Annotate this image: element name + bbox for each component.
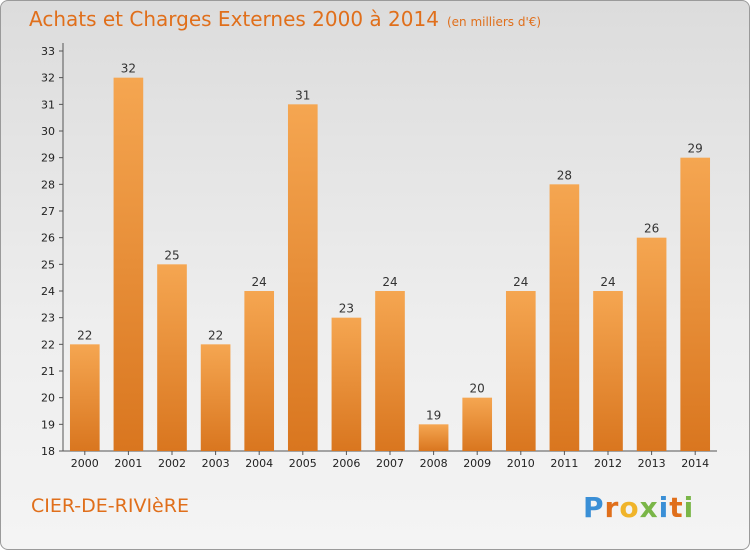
commune-name: CIER-DE-RIVIèRE [31, 495, 189, 517]
y-tick-label: 28 [41, 178, 55, 191]
chart-title: Achats et Charges Externes 2000 à 2014 (e… [29, 7, 541, 31]
x-tick-label: 2006 [332, 457, 360, 470]
brand-letter: i [683, 491, 695, 524]
chart-subtitle: (en milliers d'€) [446, 15, 542, 29]
brand-letter: o [619, 491, 640, 524]
x-tick-label: 2014 [681, 457, 709, 470]
bar-value-label: 22 [77, 328, 92, 342]
bar [593, 291, 623, 451]
x-tick-label: 2004 [245, 457, 273, 470]
bar [636, 237, 667, 451]
bar [157, 264, 187, 451]
x-tick-label: 2007 [376, 457, 404, 470]
bar [505, 291, 536, 451]
brand-letter: i [658, 491, 670, 524]
y-tick-label: 21 [41, 365, 55, 378]
x-tick-label: 2008 [420, 457, 448, 470]
bar-value-label: 24 [513, 275, 528, 289]
x-tick-label: 2010 [507, 457, 535, 470]
brand-letter: r [604, 491, 620, 524]
y-tick-label: 31 [41, 98, 55, 111]
y-tick-label: 30 [41, 125, 55, 138]
y-tick-label: 24 [41, 285, 55, 298]
x-tick-label: 2001 [114, 457, 142, 470]
bar [331, 317, 362, 451]
y-tick-label: 19 [41, 418, 55, 431]
bar [244, 291, 275, 451]
y-tick-label: 29 [41, 152, 55, 165]
bar-value-label: 25 [164, 248, 179, 262]
bar-value-label: 24 [600, 275, 615, 289]
y-tick-label: 32 [41, 72, 55, 85]
y-tick-label: 22 [41, 338, 55, 351]
y-tick-label: 33 [41, 45, 55, 58]
bar [418, 424, 449, 451]
x-tick-label: 2003 [202, 457, 230, 470]
x-tick-label: 2002 [158, 457, 186, 470]
bar-value-label: 32 [121, 62, 136, 76]
x-tick-label: 2012 [594, 457, 622, 470]
bar [549, 184, 580, 452]
x-tick-label: 2005 [289, 457, 317, 470]
bar [69, 344, 100, 451]
y-tick-label: 20 [41, 392, 55, 405]
bar-value-label: 20 [470, 382, 485, 396]
brand-letter: P [583, 491, 605, 524]
bar-value-label: 24 [252, 275, 267, 289]
y-tick-label: 25 [41, 258, 55, 271]
brand-letter: x [639, 491, 659, 524]
brand-logo: Proxiti [583, 491, 694, 524]
bar-value-label: 26 [644, 222, 659, 236]
y-tick-label: 26 [41, 232, 55, 245]
bar [680, 157, 711, 451]
bar-value-label: 22 [208, 328, 223, 342]
bar [200, 344, 231, 451]
x-tick-label: 2009 [463, 457, 491, 470]
bar [113, 77, 144, 452]
bar [287, 104, 318, 451]
y-tick-label: 18 [41, 445, 55, 458]
brand-letter: t [669, 491, 684, 524]
y-tick-label: 27 [41, 205, 55, 218]
y-tick-label: 23 [41, 312, 55, 325]
bar-value-label: 24 [382, 275, 397, 289]
bar-value-label: 31 [295, 88, 310, 102]
bar-value-label: 29 [688, 142, 703, 156]
chart-title-text: Achats et Charges Externes 2000 à 2014 [29, 7, 439, 31]
x-tick-label: 2000 [71, 457, 99, 470]
x-tick-label: 2011 [550, 457, 578, 470]
bar-value-label: 19 [426, 408, 441, 422]
bar-value-label: 28 [557, 168, 572, 182]
x-tick-label: 2013 [638, 457, 666, 470]
bar [462, 397, 493, 451]
bar-value-label: 23 [339, 302, 354, 316]
bar [375, 291, 405, 451]
